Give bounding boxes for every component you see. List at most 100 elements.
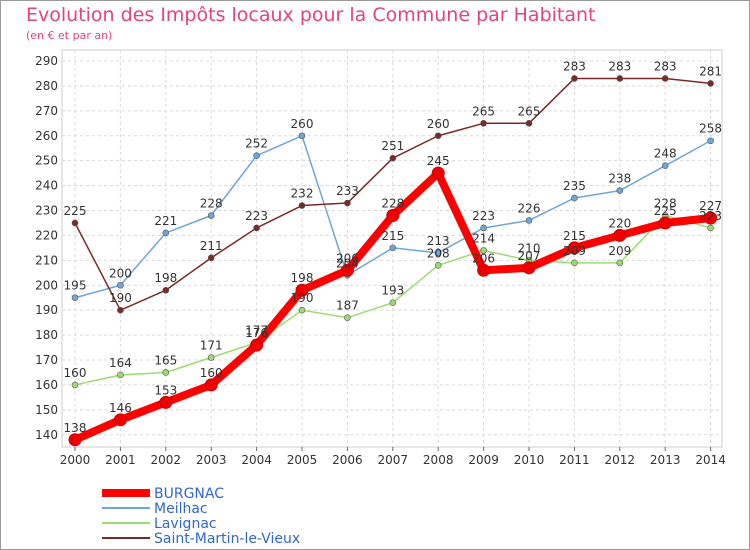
data-point [571,75,578,82]
y-tick-label: 160 [35,378,58,392]
data-point [71,219,79,227]
legend-label: BURGNAC [154,486,224,502]
legend: BURGNACMeilhacLavignacSaint-Martin-le-Vi… [102,486,300,547]
data-point [204,378,218,392]
y-tick-label: 140 [35,428,58,442]
data-point [707,137,714,145]
data-point [661,75,669,82]
data-label: 283 [608,59,631,73]
data-label: 225 [64,204,87,218]
legend-label: Saint-Martin-le-Vieux [154,531,300,547]
data-point [71,294,79,302]
data-point [162,286,170,294]
data-point [480,119,487,127]
data-point [298,306,306,314]
data-label: 209 [563,244,586,258]
y-tick-label: 250 [35,154,58,168]
data-label: 223 [699,209,722,223]
data-label: 227 [699,199,722,213]
plot-border [61,49,723,448]
data-label: 215 [563,229,586,243]
data-point [162,229,170,237]
data-point [525,217,533,224]
data-label: 223 [245,209,268,223]
data-point [117,306,124,314]
data-label: 187 [336,299,359,313]
data-label: 160 [64,366,87,380]
data-labels: 195 200 221 228 252 260 204 215 213 223 226 235 238 2… [64,59,723,434]
data-label: 210 [518,241,541,255]
data-point [250,338,264,352]
data-label: 233 [336,184,359,198]
data-label: 200 [109,266,132,280]
y-tick-label: 270 [35,104,58,118]
data-point [298,132,306,140]
data-point [117,371,124,379]
data-label: 220 [608,216,631,230]
y-tick-label: 260 [35,129,58,143]
data-label: 251 [381,139,404,153]
data-label: 232 [291,187,314,201]
data-point [68,433,82,447]
data-point [525,119,533,127]
data-point [344,314,351,321]
data-point [480,224,487,232]
data-label: 265 [518,104,541,118]
data-label: 228 [200,196,223,210]
data-label: 171 [200,339,223,353]
data-point [571,194,578,202]
data-label: 248 [654,147,677,161]
data-point [344,199,351,207]
series-group [68,75,718,447]
data-label: 228 [654,196,677,210]
data-point [207,254,215,262]
data-label: 223 [472,209,495,223]
x-tick-label: 2008 [423,453,454,467]
data-label: 214 [472,231,495,245]
y-tick-label: 280 [35,79,58,93]
data-point [707,80,714,87]
x-tick-label: 2011 [559,453,590,467]
x-tick-label: 2002 [151,453,182,467]
data-point [616,75,624,82]
data-point [661,162,669,169]
data-label: 228 [381,196,404,210]
data-point [434,132,442,140]
grid [61,49,723,448]
data-point [434,249,442,257]
data-label: 209 [608,244,631,258]
data-label: 211 [200,239,223,253]
data-point [207,212,215,219]
x-tick-label: 2001 [105,453,136,467]
data-point [207,354,215,361]
x-tick-label: 2000 [60,453,91,467]
y-tick-label: 290 [35,54,58,68]
x-tick-label: 2014 [695,453,726,467]
x-tick-label: 2009 [468,453,499,467]
y-tick-label: 240 [35,179,58,193]
data-label: 176 [245,326,268,340]
data-point [613,228,627,242]
y-tick-label: 170 [35,353,58,367]
data-point [522,261,536,275]
data-point [159,395,173,409]
data-point [658,216,672,230]
axes: 140 150 160 170 180 190 200 210 220 230 240 250 260 2… [35,54,726,467]
data-label: 204 [336,256,359,270]
y-tick-label: 210 [35,253,58,267]
data-point [707,224,714,232]
data-point [298,202,306,209]
x-tick-label: 2012 [605,453,636,467]
data-point [571,259,578,267]
data-label: 215 [381,229,404,243]
data-label: 164 [109,356,132,370]
y-tick-label: 180 [35,328,58,342]
data-point [253,224,260,232]
data-point [113,413,127,427]
data-label: 190 [109,291,132,305]
data-label: 283 [563,59,586,73]
data-label: 221 [154,214,177,228]
chart-title: Evolution des Impôts locaux pour la Comm… [26,4,596,26]
